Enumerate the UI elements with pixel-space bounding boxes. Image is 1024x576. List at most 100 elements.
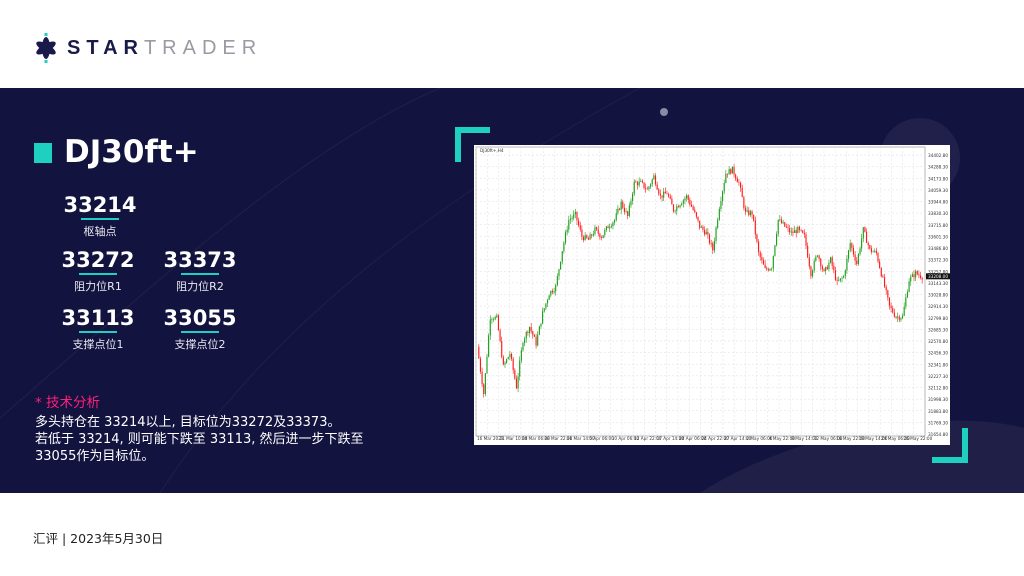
candle-body <box>715 227 717 242</box>
candle-body <box>865 231 868 243</box>
candle-body <box>695 212 697 217</box>
candle-body <box>636 182 639 186</box>
candle-body <box>843 276 845 278</box>
candle-body <box>710 243 712 244</box>
candle-body <box>772 255 774 269</box>
y-tick-label: 33257.80 <box>928 269 948 274</box>
candle-body <box>679 205 681 208</box>
candle-body <box>748 210 750 216</box>
star-logo-icon <box>36 33 56 63</box>
candle-body <box>893 312 895 317</box>
candle-body <box>558 269 560 277</box>
candle-body <box>506 359 508 363</box>
candle-body <box>672 204 675 212</box>
candle-body <box>869 245 871 249</box>
title-marker <box>34 143 52 163</box>
candle-body <box>857 254 859 264</box>
candle-body <box>864 227 866 232</box>
candle-body <box>838 280 840 282</box>
candle-body <box>820 258 822 267</box>
y-tick-label: 34173.80 <box>928 176 948 181</box>
candle-body <box>774 245 776 256</box>
candle-body <box>726 173 729 175</box>
candle-body <box>507 357 509 360</box>
candle-body <box>908 281 910 293</box>
price-chart: 34402.80 34288.30 34173.80 34059.30 33944.80… <box>474 145 950 445</box>
candle-body <box>780 219 783 224</box>
level-value: 33214 <box>63 193 137 217</box>
support-2: 33055 支撑点位2 <box>155 306 245 352</box>
candle-body <box>699 220 701 228</box>
candle-body <box>614 219 616 223</box>
candle-body <box>681 203 683 206</box>
candle-body <box>826 267 828 270</box>
candle-body <box>479 358 482 372</box>
x-tick-label: 20 Apr 06:00 <box>679 436 707 441</box>
y-tick-label: 32799.80 <box>928 316 948 321</box>
y-tick-label: 34402.80 <box>928 153 948 158</box>
y-tick-label: 33028.80 <box>928 293 948 298</box>
y-tick-label: 33944.80 <box>928 200 948 205</box>
candle-body <box>844 270 846 277</box>
candle-body <box>494 316 496 320</box>
candle-body <box>810 266 812 277</box>
candle-body <box>744 207 747 212</box>
candle-body <box>522 342 524 351</box>
candle-body <box>532 331 534 336</box>
candle-body <box>689 199 691 205</box>
y-tick-label: 31654.80 <box>928 432 948 437</box>
candle-body <box>740 182 742 188</box>
candle-body <box>756 234 758 242</box>
candle-body <box>502 357 504 365</box>
decor-arc <box>159 88 641 493</box>
candle-body <box>674 210 676 212</box>
bracket-top-left <box>455 127 461 162</box>
y-tick-label: 33830.30 <box>928 211 948 216</box>
candle-body <box>581 229 583 237</box>
candle-body <box>813 260 815 271</box>
candle-body <box>579 225 581 230</box>
candle-body <box>499 330 501 341</box>
candle-body <box>887 290 889 298</box>
candle-body <box>854 254 856 261</box>
candle-body <box>650 184 652 187</box>
candle-body <box>879 261 881 269</box>
candle-body <box>492 319 495 321</box>
candle-body <box>818 255 820 259</box>
candle-body <box>787 227 789 229</box>
candle-body <box>746 210 748 212</box>
candle-body <box>730 169 732 174</box>
x-tick-label: 27 Apr 14:00 <box>724 436 752 441</box>
candle-body <box>646 188 648 190</box>
candle-body <box>717 219 719 228</box>
level-value: 33272 <box>61 248 135 272</box>
level-value: 33373 <box>163 248 237 272</box>
candle-body <box>759 252 761 258</box>
candle-body <box>677 206 679 208</box>
candle-body <box>543 308 545 312</box>
candle-body <box>584 235 586 241</box>
candle-body <box>535 336 537 346</box>
candle-body <box>712 243 714 251</box>
candle-body <box>883 277 886 287</box>
candle-body <box>569 218 572 220</box>
bracket-bottom-right <box>962 428 968 463</box>
x-tick-label: 12 Apr 22:00 <box>634 436 662 441</box>
candle-body <box>802 230 804 234</box>
x-tick-label: 24 May 06:00 <box>881 436 910 441</box>
candle-body <box>512 358 514 371</box>
candle-body <box>491 319 493 321</box>
candle-body <box>779 219 781 221</box>
candle-body <box>615 213 617 220</box>
candle-body <box>533 335 536 337</box>
candle-body <box>807 245 809 258</box>
candle-body <box>566 229 568 233</box>
candle-body <box>919 275 922 278</box>
y-tick-label: 34059.30 <box>928 188 948 193</box>
brand-thin: TRADER <box>143 36 263 59</box>
candle-body <box>761 257 763 261</box>
candle-body <box>856 260 858 264</box>
candle-body <box>556 276 558 286</box>
y-tick-label: 34288.30 <box>928 165 948 170</box>
candle-body <box>537 334 539 346</box>
